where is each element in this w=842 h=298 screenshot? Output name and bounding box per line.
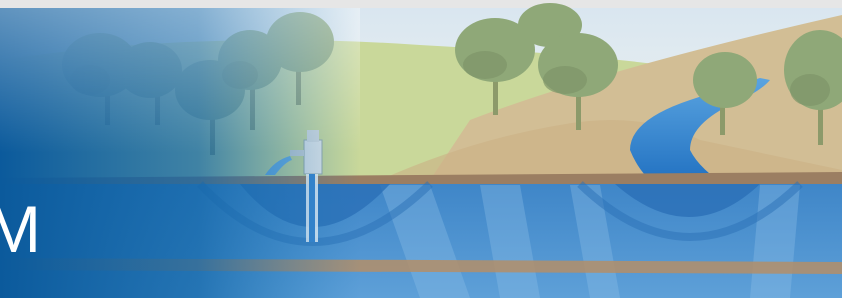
top-strip (0, 0, 842, 8)
banner-text: M (0, 192, 41, 266)
overlay-highlight (0, 8, 360, 298)
banner: M (0, 0, 842, 298)
